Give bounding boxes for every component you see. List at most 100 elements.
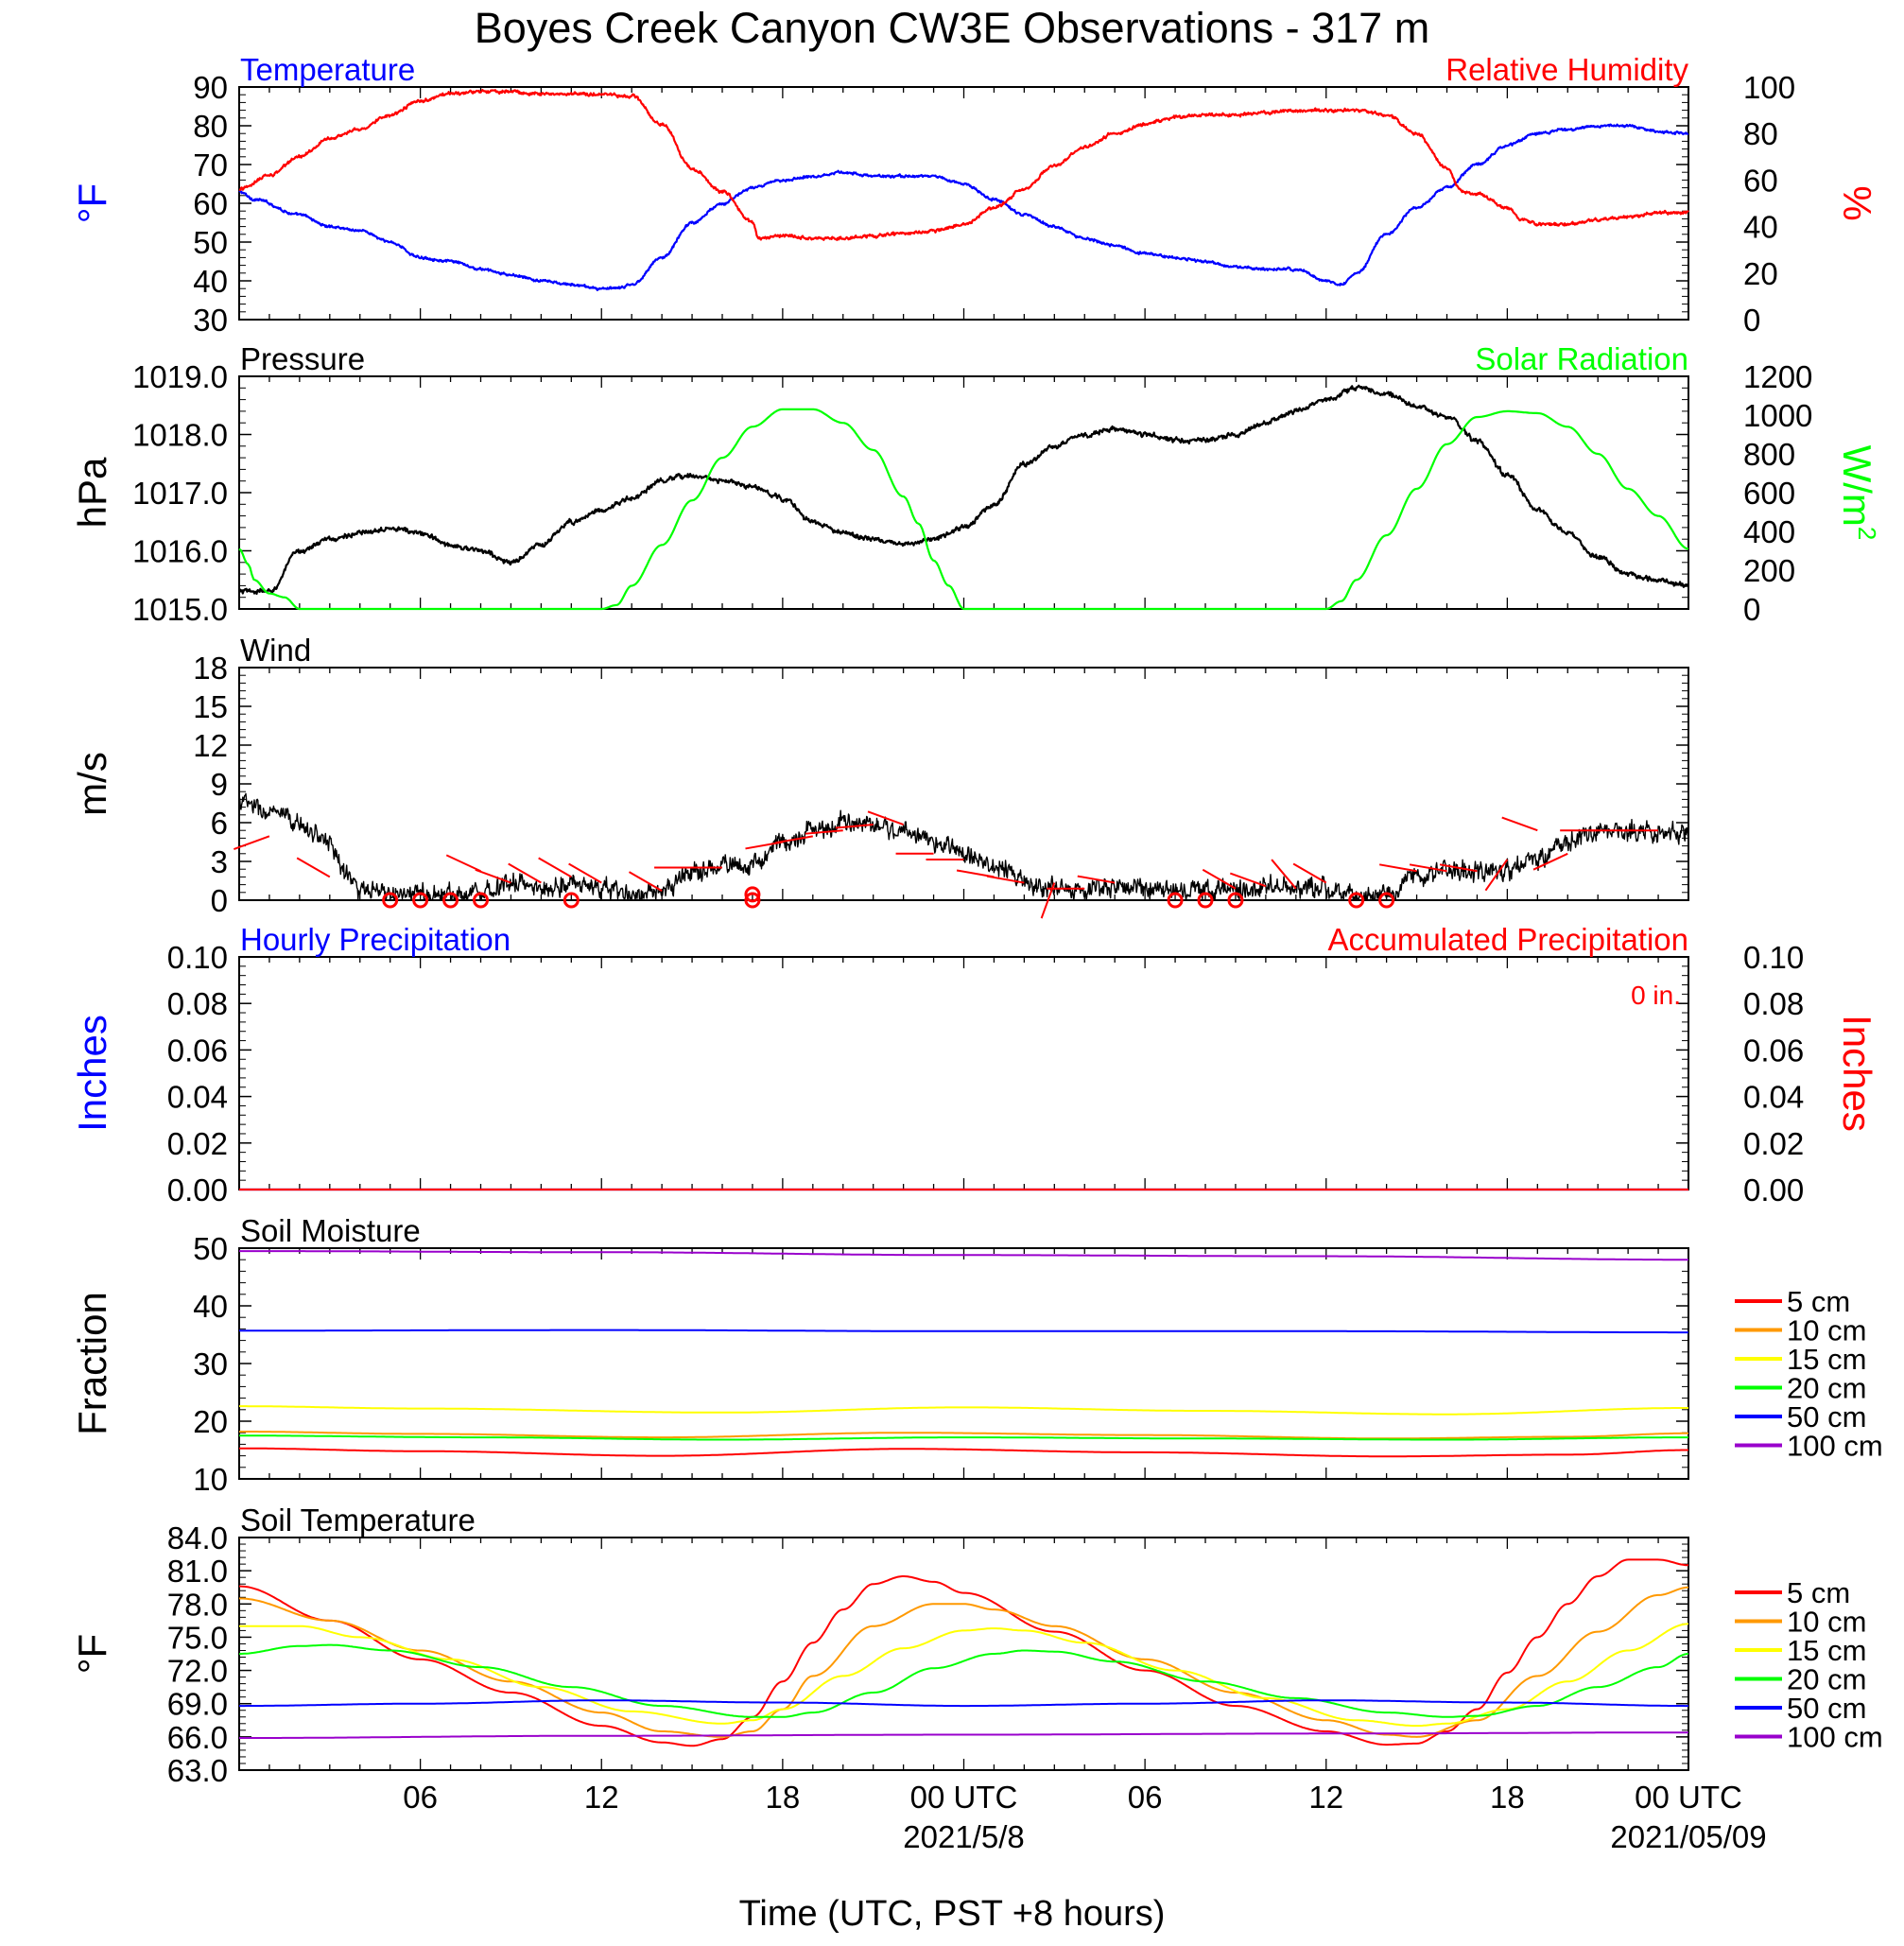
y-tick-label-right: 0: [1743, 303, 1760, 338]
series-line-solar-radiation: [238, 408, 1689, 611]
y-tick-label-left: 0.00: [167, 1173, 228, 1208]
y-tick-label-left: 15: [193, 689, 228, 724]
panel-title-right: Solar Radiation: [1475, 341, 1688, 376]
y-tick-label-left: 0.04: [167, 1080, 228, 1115]
y-tick-label-left: 1018.0: [132, 418, 228, 453]
y-tick-label-right: 0.04: [1743, 1080, 1804, 1115]
x-date-label: 2021/05/09: [1610, 1819, 1766, 1854]
y-tick-label-right: 100: [1743, 70, 1795, 105]
y-tick-label-left: 72.0: [167, 1654, 228, 1689]
x-tick-label: 18: [766, 1780, 801, 1815]
panel-title-left: Pressure: [240, 341, 365, 376]
y-tick-label-left: 9: [211, 767, 228, 802]
wind-barb: [538, 857, 572, 878]
series-line-10-cm: [239, 1431, 1688, 1440]
x-tick-label: 12: [584, 1780, 619, 1815]
wind-barb: [296, 857, 331, 878]
wind-barb: [1202, 868, 1237, 890]
figure-title: Boyes Creek Canyon CW3E Observations - 3…: [475, 4, 1429, 52]
y-tick-label-right: 0.10: [1743, 940, 1804, 975]
calm-marker: [412, 892, 429, 909]
y-tick-label-right: 1000: [1743, 398, 1812, 433]
series-line-5-cm: [239, 1447, 1688, 1458]
y-tick-label-left: 30: [193, 1347, 228, 1381]
x-tick-label: 06: [1128, 1780, 1163, 1815]
y-tick-label-left: 6: [211, 806, 228, 841]
legend-label: 15 cm: [1787, 1343, 1866, 1376]
panel-title-right: Relative Humidity: [1445, 52, 1688, 87]
panel-title-right: Accumulated Precipitation: [1327, 922, 1688, 957]
series-line-100-cm: [239, 1731, 1688, 1739]
y-tick-label-left: 18: [193, 651, 228, 686]
legend-label: 20 cm: [1787, 1663, 1866, 1696]
panel-title-left: Soil Moisture: [240, 1213, 421, 1248]
y-tick-label-left: 3: [211, 844, 228, 879]
y-axis-label-left: °F: [70, 183, 114, 223]
x-tick-label: 00 UTC: [1635, 1780, 1742, 1815]
calm-marker: [442, 892, 459, 909]
wind-barb: [1271, 859, 1297, 890]
calm-marker: [563, 892, 580, 909]
y-tick-label-right: 200: [1743, 553, 1795, 588]
y-tick-label-left: 63.0: [167, 1753, 228, 1788]
y-tick-label-left: 30: [193, 303, 228, 338]
panel-title-left: Temperature: [240, 52, 415, 87]
legend-label: 10 cm: [1787, 1606, 1866, 1639]
y-tick-label-left: 70: [193, 148, 228, 182]
x-date-label: 2021/5/8: [903, 1819, 1024, 1854]
calm-marker: [1378, 892, 1395, 909]
y-tick-label-left: 90: [193, 70, 228, 105]
y-axis-label-left: hPa: [70, 457, 114, 528]
wind-barb: [986, 875, 1025, 884]
y-tick-label-left: 60: [193, 186, 228, 221]
precip-total-annotation: 0 in.: [1631, 981, 1681, 1010]
plot-frame: [238, 956, 1689, 1190]
series-line-wind: [238, 792, 1689, 901]
series-line-50-cm: [239, 1699, 1688, 1708]
wind-barb: [475, 868, 511, 884]
legend-label: 100 cm: [1787, 1721, 1883, 1754]
y-axis-label-right: W/m2: [1835, 445, 1881, 541]
y-axis-label-right: Inches: [1835, 1015, 1879, 1132]
y-axis-label-left: Fraction: [70, 1292, 114, 1435]
wind-barb: [1229, 872, 1267, 888]
wind-barb: [1439, 863, 1478, 873]
y-tick-label-left: 0.10: [167, 940, 228, 975]
legend-label: 5 cm: [1787, 1285, 1850, 1318]
y-tick-label-left: 78.0: [167, 1587, 228, 1622]
calm-marker: [1197, 892, 1214, 909]
calm-marker: [744, 892, 761, 909]
plot-frame: [238, 86, 1689, 321]
y-tick-label-left: 84.0: [167, 1520, 228, 1555]
y-tick-label-left: 80: [193, 109, 228, 144]
y-tick-label-left: 40: [193, 264, 228, 299]
y-tick-label-left: 75.0: [167, 1620, 228, 1655]
plot-frame: [238, 667, 1689, 901]
calm-marker: [1348, 892, 1365, 909]
y-tick-label-left: 20: [193, 1404, 228, 1439]
series-line-relative-humidity: [238, 89, 1689, 241]
y-axis-label-left: m/s: [70, 752, 114, 816]
panel-temp-rh: 90 80 70 60 50 40 30 100 80 60 40 20 0 Temperature Rel…: [70, 52, 1879, 338]
wind-barb: [1378, 863, 1417, 873]
x-tick-label: 12: [1308, 1780, 1343, 1815]
y-tick-label-left: 10: [193, 1462, 228, 1497]
legend-label: 5 cm: [1787, 1576, 1850, 1609]
series-line-10-cm: [238, 1586, 1689, 1738]
wind-barb: [805, 829, 843, 835]
y-tick-label-left: 50: [193, 1231, 228, 1266]
wind-barb: [628, 871, 663, 893]
wind-barb: [234, 835, 270, 850]
series-line-pressure: [238, 384, 1689, 596]
y-tick-label-right: 20: [1743, 256, 1778, 291]
legend-label: 50 cm: [1787, 1400, 1866, 1433]
y-axis-label-right: %: [1835, 185, 1879, 220]
legend-label: 100 cm: [1787, 1430, 1883, 1463]
wind-barb: [1501, 816, 1538, 832]
y-tick-label-right: 40: [1743, 210, 1778, 245]
wind-barb: [508, 862, 542, 884]
